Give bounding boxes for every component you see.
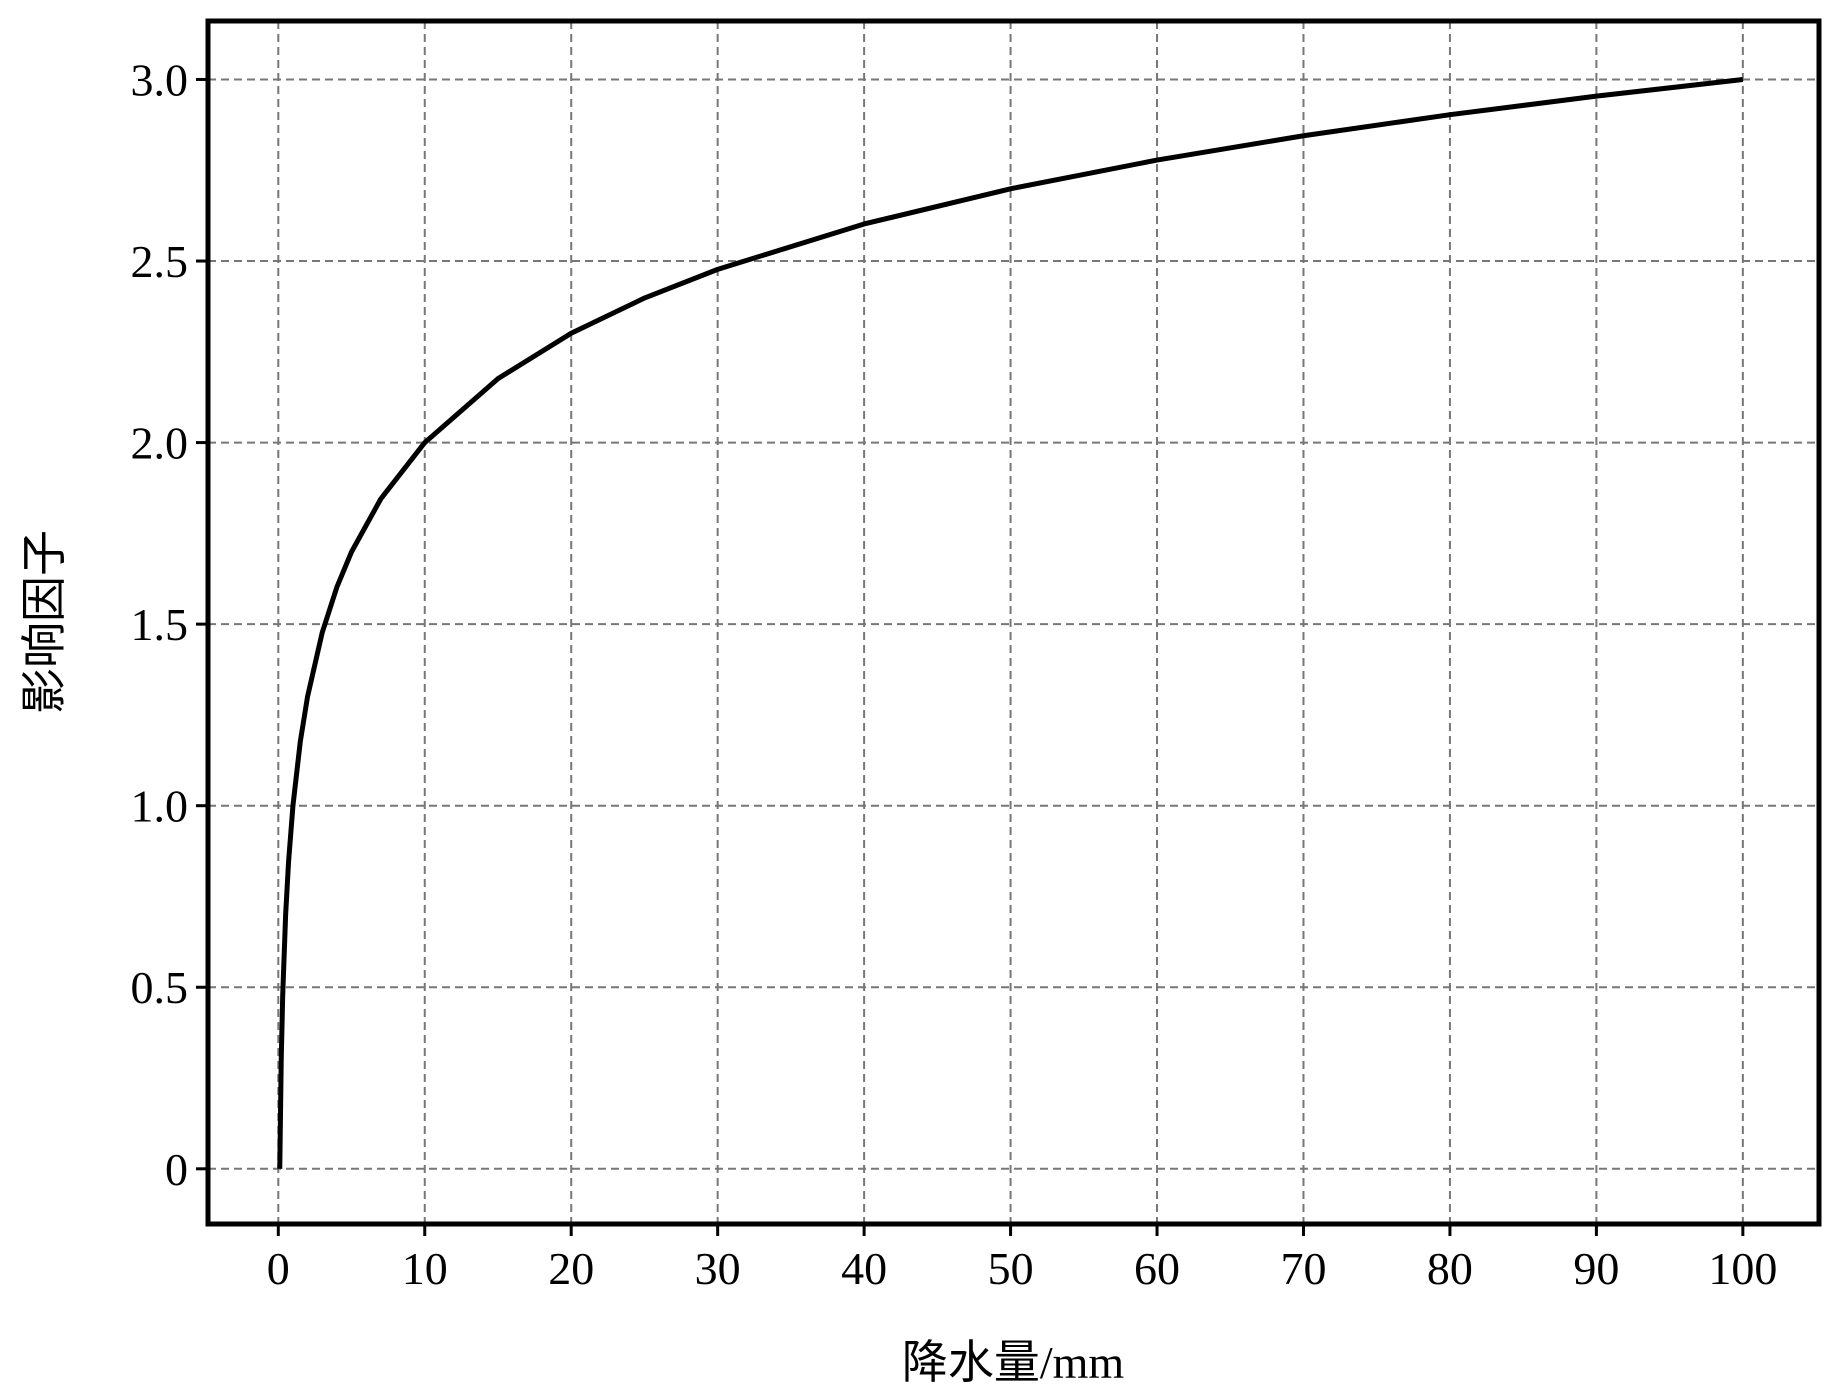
x-tick-label: 30 xyxy=(695,1243,741,1294)
x-tick-label: 0 xyxy=(267,1243,290,1294)
x-tick-label: 40 xyxy=(841,1243,887,1294)
x-tick-label: 50 xyxy=(988,1243,1034,1294)
y-tick-label: 3.0 xyxy=(131,54,189,105)
x-axis-label: 降水量/mm xyxy=(902,1337,1125,1388)
y-tick-label: 1.5 xyxy=(131,599,189,650)
x-tick-label: 80 xyxy=(1427,1243,1473,1294)
y-tick-label: 2.0 xyxy=(131,418,189,469)
x-tick-label: 90 xyxy=(1573,1243,1619,1294)
x-tick-label: 10 xyxy=(402,1243,448,1294)
y-tick-label: 0 xyxy=(165,1144,188,1195)
y-tick-label: 2.5 xyxy=(131,236,189,287)
x-tick-label: 70 xyxy=(1280,1243,1326,1294)
x-tick-label: 20 xyxy=(548,1243,594,1294)
plot-frame xyxy=(205,18,1822,1227)
x-tick-label: 100 xyxy=(1708,1243,1777,1294)
y-tick-label: 0.5 xyxy=(131,962,189,1013)
x-tick-label: 60 xyxy=(1134,1243,1180,1294)
y-tick-label: 1.0 xyxy=(131,781,189,832)
y-axis-label: 影响因子 xyxy=(19,530,70,714)
line xyxy=(277,76,1744,1169)
